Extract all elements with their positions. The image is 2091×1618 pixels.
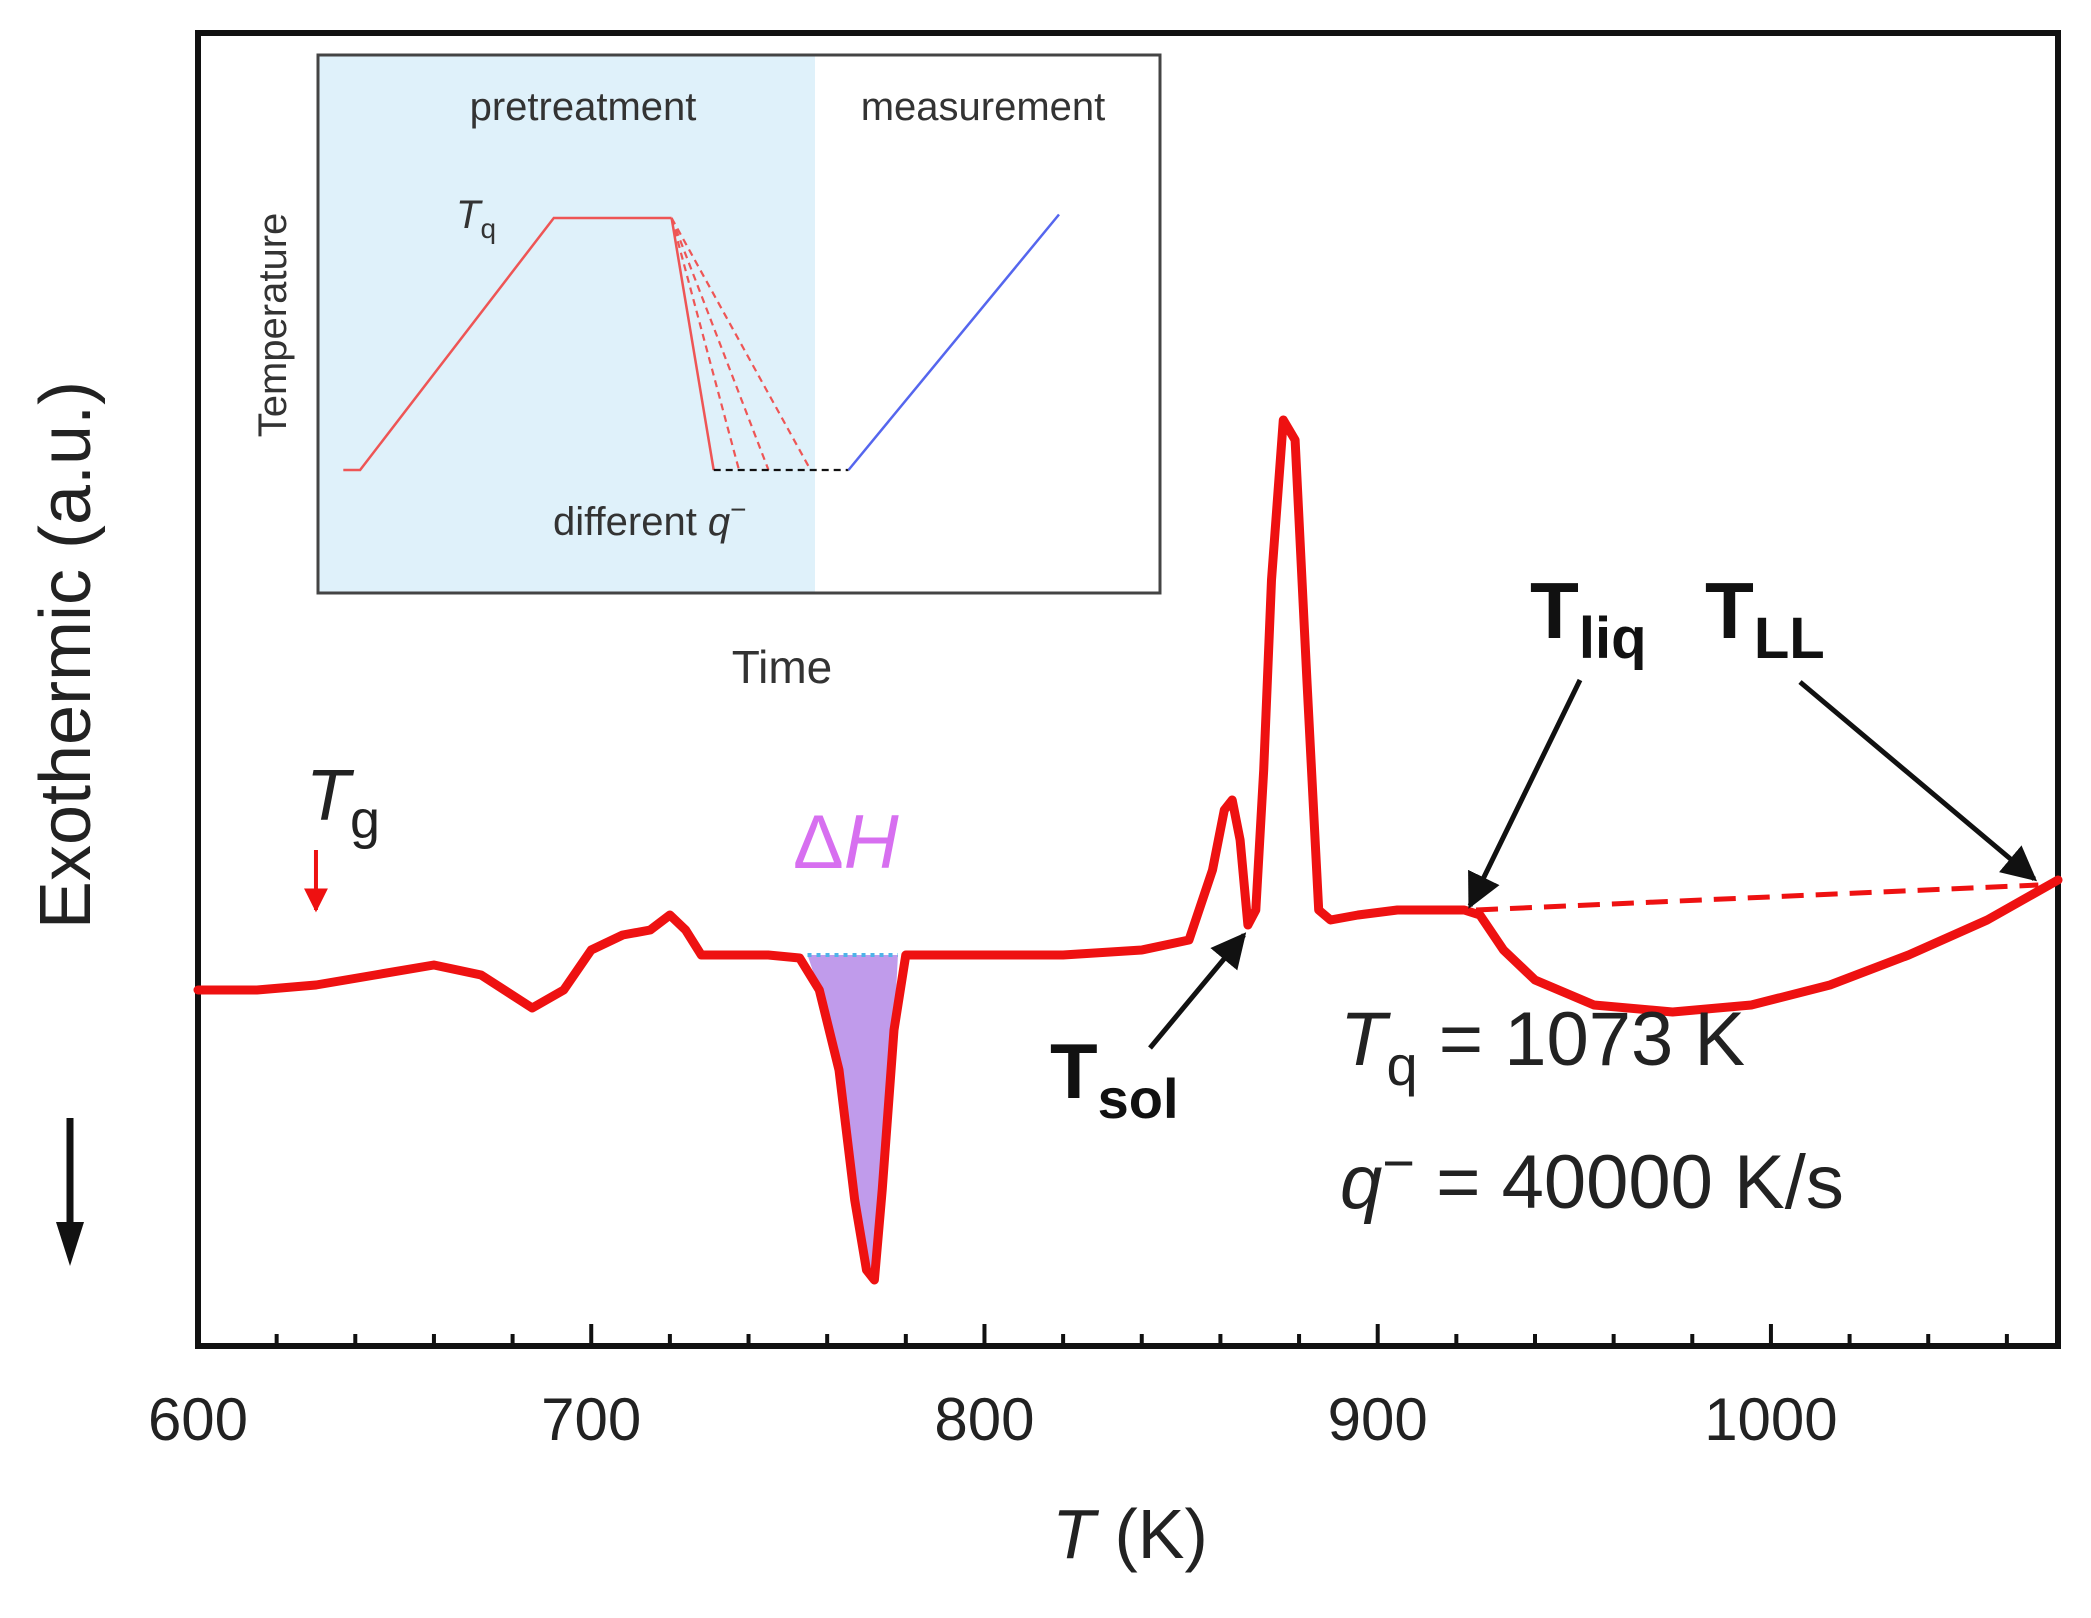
delta-h-area: [807, 955, 898, 1280]
inset-line-slower-quench: [670, 217, 770, 471]
inset-frame: [316, 53, 1162, 595]
tq-condition: Tq = 1073 K: [1340, 997, 1745, 1097]
inset-tq-sub: q: [480, 213, 496, 244]
x-axis-tick-labels: 600 700 800 900 1000: [148, 1386, 1838, 1453]
inset-x-label: Time: [732, 641, 833, 693]
inset-tq-main: T: [456, 193, 483, 237]
inset-line-heating-to-tq: [343, 216, 672, 472]
q-condition: q− = 40000 K/s: [1340, 1131, 1844, 1225]
q-condition-main: q: [1340, 1140, 1382, 1225]
tq-condition-main: T: [1340, 997, 1391, 1082]
x-tick-label: 600: [148, 1386, 248, 1453]
tq-condition-sub: q: [1386, 1034, 1417, 1097]
x-tick-label: 800: [934, 1386, 1034, 1453]
delta-h-label: ΔH: [793, 800, 899, 885]
tg-label-sub: g: [350, 790, 380, 850]
t-sol-annotation: Tsol: [1050, 932, 1247, 1130]
dsc-curve: [193, 415, 2063, 1285]
x-tick-label: 900: [1328, 1386, 1428, 1453]
inset-series: [343, 213, 1060, 472]
t-sol-main: T: [1050, 1027, 1098, 1115]
inset-background-right: [815, 55, 1160, 593]
t-ll-arrow: [1798, 680, 2038, 882]
inset-line-medium-quench: [670, 217, 741, 471]
t-sol-sub: sol: [1098, 1067, 1179, 1130]
delta-h-h: H: [844, 800, 899, 885]
liquidus-dashed-baseline: [1475, 882, 2039, 913]
x-tick-label: 1000: [1704, 1386, 1837, 1453]
t-sol-label: Tsol: [1050, 1027, 1179, 1130]
t-liq-label: Tliq: [1530, 566, 1647, 671]
t-liq-arrow: [1467, 678, 1583, 909]
inset-different-q-label: different q−: [553, 494, 747, 544]
t-ll-label: TLL: [1705, 566, 1825, 671]
inset-y-label: Temperature: [251, 213, 295, 438]
inset-q: q: [708, 500, 730, 544]
inset-title-pretreatment: pretreatment: [470, 85, 697, 129]
y-axis-label: Exothermic (a.u.): [26, 381, 106, 929]
tg-annotation: Tg: [303, 756, 380, 913]
tg-label: Tg: [306, 756, 380, 850]
t-ll-main: T: [1705, 566, 1754, 655]
t-ll-sub: LL: [1754, 606, 1825, 671]
t-liq-sub: liq: [1579, 606, 1647, 671]
x-axis-label-unit: (K): [1095, 1495, 1208, 1573]
q-condition-sup: −: [1382, 1131, 1415, 1194]
t-sol-arrow: [1148, 932, 1247, 1050]
inset-background-left: [318, 55, 815, 593]
tq-condition-value: = 1073 K: [1418, 997, 1746, 1082]
x-axis-label: T (K): [1052, 1495, 1208, 1573]
x-axis-ticks: [196, 1324, 2009, 1346]
inset-tq-label: Tq: [456, 193, 496, 244]
inset-q-sup: −: [730, 494, 746, 525]
t-liq-main: T: [1530, 566, 1579, 655]
inset-line-measurement-heating: [847, 213, 1060, 471]
t-ll-annotation: TLL: [1705, 566, 2038, 882]
exothermic-direction-arrow: [56, 1118, 84, 1266]
q-condition-value: = 40000 K/s: [1415, 1140, 1844, 1225]
inset-title-measurement: measurement: [861, 85, 1106, 129]
x-tick-label: 700: [541, 1386, 641, 1453]
tg-label-main: T: [306, 756, 355, 836]
inset-plot: pretreatment measurement Temperature Tim…: [251, 53, 1162, 693]
t-liq-annotation: Tliq: [1467, 566, 1647, 909]
delta-h-delta: Δ: [793, 800, 844, 885]
inset-different-text: different: [553, 500, 708, 544]
inset-line-fast-quench: [670, 217, 715, 471]
plot-frame: [195, 30, 2061, 1349]
x-axis-label-variable: T: [1052, 1495, 1099, 1573]
